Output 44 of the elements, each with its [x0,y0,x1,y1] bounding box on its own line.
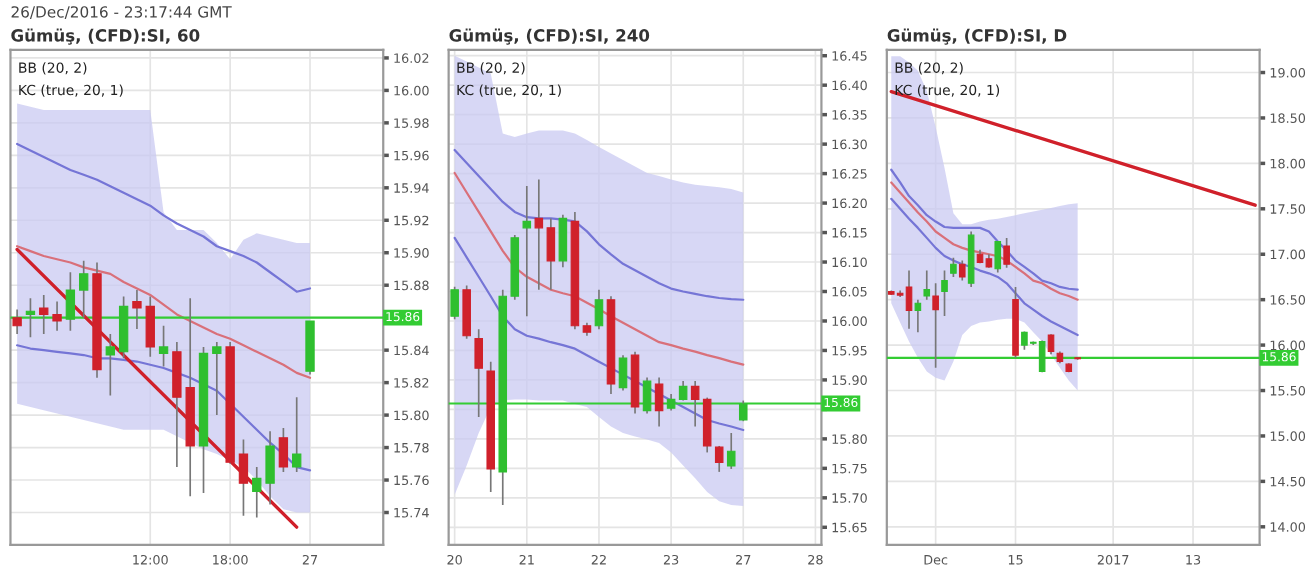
candlestick [941,269,948,317]
candlestick [914,298,922,334]
candlestick [25,297,36,339]
candlestick [1003,237,1010,269]
candlestick [450,285,459,321]
candlestick [12,308,22,335]
line-series [16,245,312,379]
line-series [890,197,1079,337]
candlestick [105,333,115,397]
chart-title: Gümüş, (CFD):SI, D [887,28,1067,45]
line-series [453,236,745,432]
candlestick [726,432,736,470]
candlestick [950,257,957,278]
candlestick [79,260,89,319]
candlestick [958,259,966,282]
candlestick [932,282,939,369]
candlestick [238,438,249,517]
line-series [16,344,312,472]
candlestick [462,284,471,340]
candlestick [278,427,289,473]
line-series [890,168,1079,291]
line-series [453,171,745,366]
candlestick [923,269,931,301]
candlestick [118,295,129,360]
line-series [453,148,745,301]
chart-title: Gümüş, (CFD):SI, 60 [11,28,200,45]
candlestick [292,396,302,473]
candlestick [1047,333,1055,356]
chart-title: Gümüş, (CFD):SI, 240 [449,28,650,45]
candlestick [594,288,604,331]
candlestick [212,341,222,416]
candlestick [678,380,688,402]
candlestick [994,240,1002,274]
candlestick [65,271,76,332]
candlestick [522,185,532,318]
line-series [16,142,312,293]
candlestick [618,354,628,392]
line-series [890,181,1079,301]
candlestick [158,324,169,368]
candlestick [474,328,483,418]
candlestick [654,376,664,428]
candlestick [558,214,568,269]
candlestick [642,376,652,415]
candlestick [905,269,913,330]
